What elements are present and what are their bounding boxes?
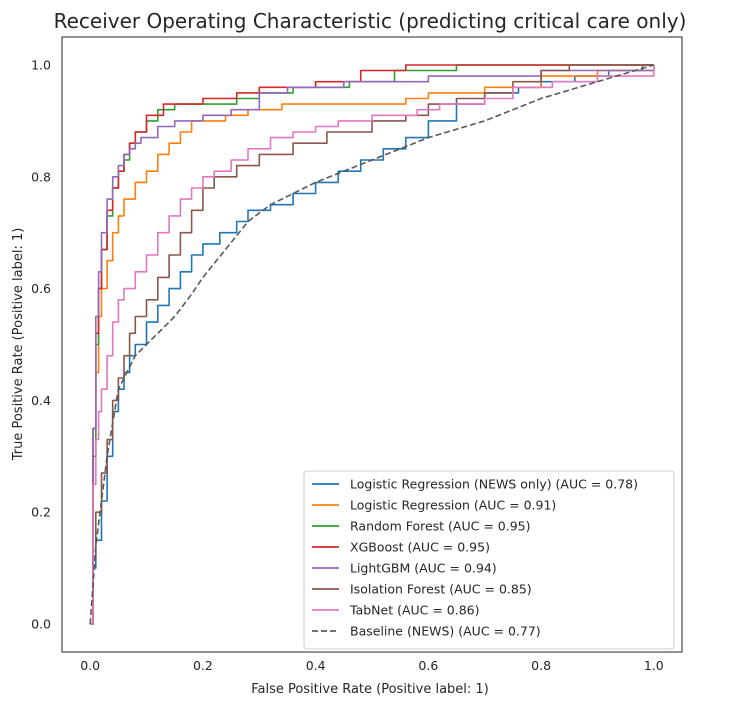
x-tick-label: 1.0: [644, 658, 664, 673]
x-tick-label: 0.4: [306, 658, 326, 673]
y-tick-label: 0.6: [31, 281, 51, 296]
y-tick-label: 0.8: [31, 169, 51, 184]
series-line: [90, 65, 655, 625]
series-line: [89, 64, 655, 625]
legend-label: LightGBM (AUC = 0.94): [350, 561, 497, 576]
legend-label: XGBoost (AUC = 0.95): [350, 540, 490, 555]
legend-box: [303, 470, 675, 650]
y-tick-label: 0.0: [31, 617, 51, 632]
legend-label: Isolation Forest (AUC = 0.85): [350, 582, 532, 597]
x-tick-label: 0.8: [531, 658, 551, 673]
x-tick-label: 0.6: [418, 658, 438, 673]
legend-label: Logistic Regression (AUC = 0.91): [350, 498, 556, 513]
x-tick-label: 0.2: [193, 658, 213, 673]
legend-label: Logistic Regression (NEWS only) (AUC = 0…: [350, 477, 638, 492]
y-tick-label: 0.4: [31, 393, 51, 408]
x-tick-label: 0.0: [80, 658, 100, 673]
series-line: [90, 64, 654, 625]
x-axis-label: False Positive Rate (Positive label: 1): [251, 682, 489, 697]
legend-label: Baseline (NEWS) (AUC = 0.77): [350, 624, 541, 639]
legend-label: Random Forest (AUC = 0.95): [350, 519, 531, 534]
series-line: [90, 65, 655, 625]
legend: Logistic Regression (NEWS only) (AUC = 0…: [303, 470, 675, 650]
y-axis-label: True Positive Rate (Positive label: 1): [11, 228, 26, 462]
series-line: [90, 65, 655, 625]
y-tick-label: 1.0: [31, 57, 51, 72]
y-tick-label: 0.2: [31, 505, 51, 520]
legend-label: TabNet (AUC = 0.86): [349, 603, 480, 618]
chart-title: Receiver Operating Characteristic (predi…: [54, 9, 687, 33]
